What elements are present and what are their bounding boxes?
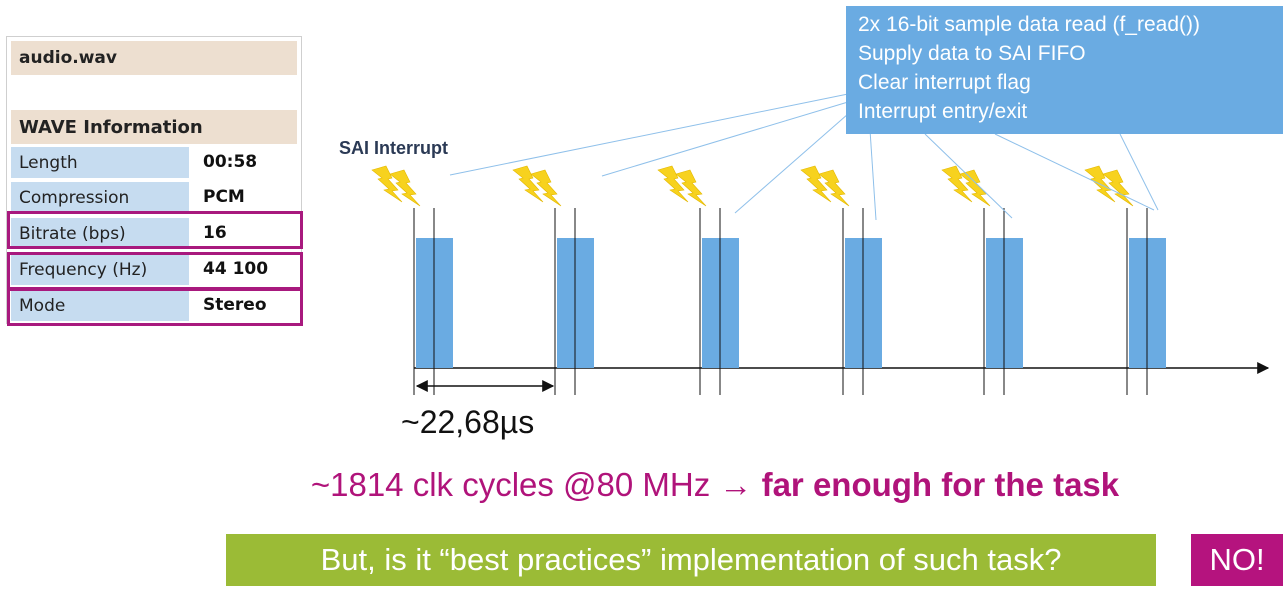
section-title: WAVE Information (11, 110, 297, 144)
info-row-mode: Mode Stereo (11, 288, 297, 321)
info-key: Mode (11, 290, 189, 321)
interrupt-pulses (371, 165, 1166, 395)
cycles-statement: ~1814 clk cycles @80 MHz → far enough fo… (0, 466, 1287, 504)
info-value: 16 (193, 218, 297, 249)
answer-badge: NO! (1191, 534, 1283, 586)
callout-leader (734, 113, 849, 214)
info-value: 44 100 (193, 254, 297, 285)
callout-leader (1119, 133, 1159, 211)
callout-leader (601, 101, 849, 177)
callout-line: Supply data to SAI FIFO (858, 42, 1086, 65)
question-banner: But, is it “best practices” implementati… (226, 534, 1156, 586)
info-key: Frequency (Hz) (11, 254, 189, 285)
cycles-prefix: ~1814 clk cycles @80 MHz → (310, 466, 762, 503)
callout-line: 2x 16-bit sample data read (f_read()) (858, 13, 1200, 36)
wave-info-panel: audio.wav WAVE Information Length 00:58 … (6, 36, 303, 326)
info-key: Length (11, 147, 189, 178)
info-row-compression: Compression PCM (11, 180, 297, 213)
info-row-frequency: Frequency (Hz) 44 100 (11, 252, 297, 285)
callout-leader (449, 93, 849, 176)
info-key: Bitrate (bps) (11, 218, 189, 249)
period-label: ~22,68µs (401, 404, 535, 440)
callout-line: Clear interrupt flag (858, 71, 1031, 94)
callout-line: Interrupt entry/exit (858, 100, 1028, 123)
sai-interrupt-label: SAI Interrupt (339, 138, 449, 158)
info-value: 00:58 (193, 147, 297, 178)
info-value: PCM (193, 182, 297, 213)
info-row-length: Length 00:58 (11, 145, 297, 178)
info-key: Compression (11, 182, 189, 213)
callout-leader (924, 133, 1013, 219)
highlight-box-bitrate (7, 211, 303, 249)
callout-leader (869, 129, 877, 221)
cycles-emphasis: far enough for the task (761, 466, 1120, 503)
file-name: audio.wav (11, 41, 297, 75)
info-row-bitrate: Bitrate (bps) 16 (11, 216, 297, 249)
callout-leader (994, 133, 1155, 211)
callout-leader-lines (449, 93, 1159, 221)
highlight-box-mode (7, 288, 303, 326)
info-value: Stereo (193, 290, 297, 321)
task-callout: 2x 16-bit sample data read (f_read()) Su… (846, 6, 1283, 134)
